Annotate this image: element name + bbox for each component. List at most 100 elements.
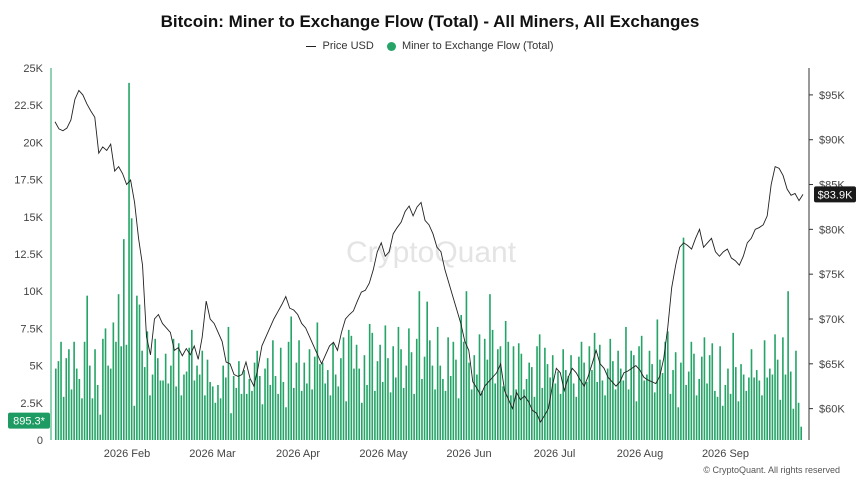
flow-bar <box>109 368 112 440</box>
flow-bar <box>562 349 564 440</box>
legend-item-price[interactable]: Price USD <box>306 40 374 52</box>
dot-swatch-icon <box>386 41 396 51</box>
flow-bar <box>204 395 206 440</box>
flow-bar <box>740 364 742 440</box>
flow-bar <box>136 295 138 440</box>
flow-bar <box>703 337 706 440</box>
flow-bar <box>253 362 256 440</box>
flow-bar <box>706 383 708 440</box>
flow-bar <box>329 395 332 440</box>
flow-bar <box>434 389 436 440</box>
watermark: CryptoQuant <box>346 236 517 269</box>
flow-bar <box>68 349 70 440</box>
flow-bar <box>279 347 282 440</box>
flow-bar <box>272 340 274 440</box>
flow-bar <box>669 393 672 440</box>
flow-bar <box>115 341 117 440</box>
flow-bar <box>659 359 661 440</box>
flow-bar <box>141 350 143 440</box>
x-tick-label: 2026 Aug <box>617 448 664 460</box>
flow-bar <box>266 358 269 440</box>
flow-bar <box>313 356 316 440</box>
flow-bar <box>593 332 596 440</box>
flow-bar <box>418 291 421 440</box>
flow-bar <box>614 389 617 440</box>
flow-bar <box>787 291 789 440</box>
flow-bar <box>175 386 177 440</box>
flow-bar <box>591 370 593 440</box>
flow-bar <box>504 320 507 440</box>
legend-flow-label: Miner to Exchange Flow (Total) <box>401 40 554 53</box>
flow-bar <box>374 390 376 440</box>
flow-bar <box>120 346 122 440</box>
x-tick-label: 2026 Jul <box>534 448 576 460</box>
flow-bar <box>211 386 214 440</box>
flow-bar <box>541 387 544 440</box>
flow-bar <box>460 315 462 440</box>
flow-bar <box>248 378 251 440</box>
flow-bar <box>520 353 523 440</box>
flow-bar <box>285 407 287 440</box>
flow-bar <box>117 294 120 440</box>
flow-badge-label: 895.3* <box>13 416 46 428</box>
flow-bar <box>795 350 797 440</box>
flow-bar <box>201 350 204 440</box>
flow-bar <box>769 368 771 440</box>
flow-bar <box>536 346 538 440</box>
flow-bar <box>94 349 96 440</box>
flow-bar <box>185 371 188 440</box>
flow-bar <box>674 352 677 440</box>
flow-bar <box>687 371 690 440</box>
left-tick-label: 20K <box>23 137 43 149</box>
flow-bar <box>311 389 313 440</box>
flow-bar <box>395 377 397 440</box>
flow-bar <box>295 362 298 440</box>
chart-title: Bitcoin: Miner to Exchange Flow (Total) … <box>160 12 700 31</box>
flow-bar <box>65 358 68 440</box>
x-tick-label: 2026 Sep <box>702 448 749 460</box>
flow-bar <box>180 395 183 440</box>
flow-bar <box>489 294 491 440</box>
flow-bar <box>763 340 766 440</box>
flow-bar <box>444 390 447 440</box>
flow-bar <box>776 359 779 440</box>
flow-bar <box>774 334 776 440</box>
flow-bar <box>293 387 295 440</box>
flow-bar <box>570 355 572 440</box>
flow-bar <box>583 362 585 440</box>
flow-bar <box>324 383 326 440</box>
flow-bar <box>251 390 253 440</box>
flow-bar <box>149 395 151 440</box>
flow-bar <box>465 291 468 440</box>
flow-bar <box>277 393 279 440</box>
flow-bar <box>421 378 423 440</box>
flow-bar <box>217 384 219 440</box>
left-tick-label: 5K <box>30 361 44 373</box>
flow-bar <box>476 374 478 440</box>
left-tick-label: 17.5K <box>14 175 43 187</box>
flow-bar <box>243 370 245 440</box>
flow-bar <box>198 374 201 440</box>
flow-bar <box>648 350 651 440</box>
x-tick-label: 2026 May <box>359 448 408 460</box>
flow-bar <box>334 374 337 440</box>
legend-item-flow[interactable]: Miner to Exchange Flow (Total) <box>386 40 554 53</box>
flow-bar <box>128 82 130 440</box>
flow-bar <box>708 355 711 440</box>
flow-bar <box>578 356 580 440</box>
flow-bar <box>261 404 264 440</box>
flow-bar <box>162 380 164 440</box>
flow-bar <box>755 370 758 440</box>
flow-bar <box>599 344 601 440</box>
right-axis-ticks: $60K$65K$70K$75K$80K$85K$90K$95K <box>809 90 845 416</box>
left-tick-label: 15K <box>23 212 43 224</box>
flow-bar <box>497 349 499 440</box>
flow-bar <box>771 374 774 440</box>
flow-bar <box>96 384 99 440</box>
flow-bar <box>732 332 734 440</box>
flow-bar <box>130 218 133 440</box>
flow-bar <box>193 380 196 440</box>
flow-bar <box>431 365 434 440</box>
flow-bar <box>366 384 368 440</box>
